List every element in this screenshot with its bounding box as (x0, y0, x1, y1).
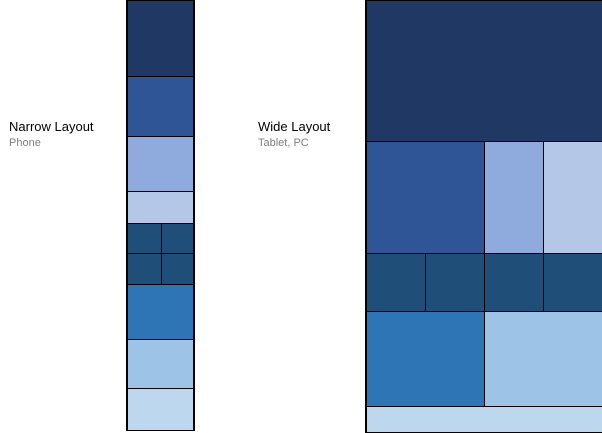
narrow-block-header (127, 0, 194, 77)
wide-layout-subtitle: Tablet, PC (258, 137, 309, 149)
wide-block-feature-a (366, 311, 485, 407)
narrow-block-feature-a (127, 284, 194, 340)
narrow-tile-3 (127, 253, 162, 285)
narrow-tile-2 (161, 223, 194, 254)
narrow-block-footer (127, 388, 194, 431)
wide-block-feature-b (484, 311, 602, 407)
wide-layout-label: Wide Layout Tablet, PC (258, 119, 330, 150)
wide-layout-title: Wide Layout (258, 119, 331, 134)
wide-tile-2 (425, 253, 485, 312)
wide-block-primary (366, 141, 485, 254)
wide-layout-diagram (365, 0, 602, 433)
wide-block-tertiary (543, 141, 602, 254)
wide-block-footer (366, 406, 602, 433)
narrow-tile-4 (161, 253, 194, 285)
narrow-block-primary (127, 76, 194, 137)
narrow-tile-1 (127, 223, 162, 254)
narrow-layout-subtitle: Phone (9, 137, 41, 149)
wide-tile-3 (484, 253, 544, 312)
narrow-block-feature-b (127, 339, 194, 389)
wide-tile-1 (366, 253, 426, 312)
narrow-layout-diagram (126, 0, 195, 431)
narrow-block-secondary (127, 136, 194, 192)
narrow-layout-title: Narrow Layout (9, 119, 94, 134)
wide-tile-4 (543, 253, 602, 312)
narrow-layout-label: Narrow Layout Phone (9, 119, 94, 150)
wide-block-secondary (484, 141, 544, 254)
narrow-block-tertiary (127, 191, 194, 224)
wide-block-header (366, 0, 602, 142)
